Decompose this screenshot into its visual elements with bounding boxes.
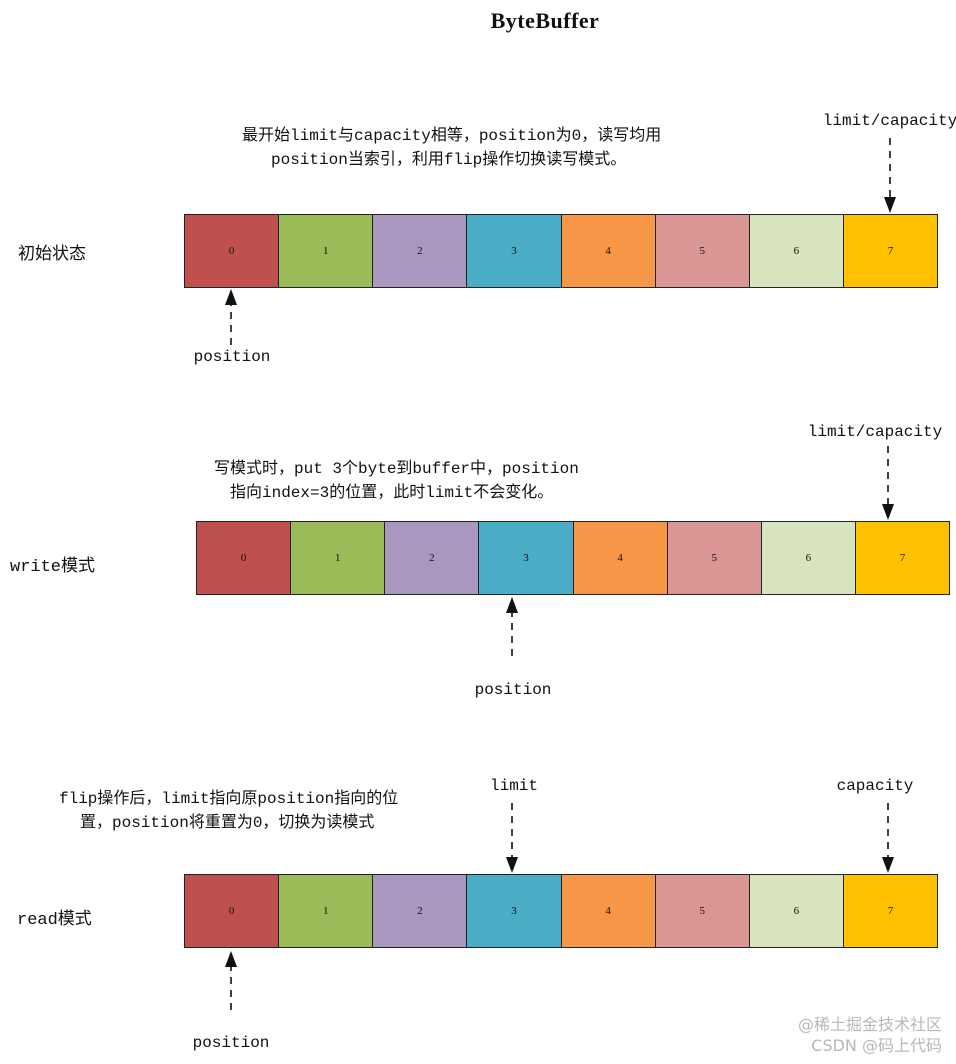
buffer-cell-7: 7 — [843, 215, 937, 287]
caption-line: 置，position将重置为0，切换为读模式 — [80, 814, 375, 832]
row3-caption: flip操作后，limit指向原position指向的位 置，position将… — [59, 787, 398, 835]
watermark-line: @稀土掘金技术社区 — [797, 1015, 942, 1034]
buffer-cell-7: 7 — [843, 875, 937, 947]
buffer-cell-6: 6 — [761, 522, 856, 594]
capacity-pointer-label: capacity — [836, 777, 914, 795]
row2-caption: 写模式时，put 3个byte到buffer中，position 指向index… — [214, 457, 579, 505]
arrow-head-down — [882, 857, 894, 873]
caption-line: 指向index=3的位置，此时limit不会变化。 — [230, 484, 554, 502]
buffer-cell-2: 2 — [373, 215, 468, 287]
buffer-cell-3: 3 — [467, 875, 562, 947]
buffer-cell-5: 5 — [655, 215, 750, 287]
row1-caption: 最开始limit与capacity相等，position为0，读写均用 posi… — [242, 124, 661, 172]
buffer-cell-1: 1 — [279, 875, 374, 947]
buffer-cell-2: 2 — [373, 875, 468, 947]
buffer-cell-6: 6 — [749, 215, 844, 287]
arrow-head-down — [506, 857, 518, 873]
position-pointer-label: position — [474, 681, 552, 699]
buffer-cell-5: 5 — [655, 875, 750, 947]
buffer-cell-7: 7 — [855, 522, 949, 594]
position-pointer-label: position — [192, 1034, 270, 1052]
caption-line: 最开始limit与capacity相等，position为0，读写均用 — [242, 127, 662, 145]
buffer-cell-4: 4 — [573, 522, 668, 594]
row3-label: read模式 — [17, 911, 92, 930]
buffer-cell-1: 1 — [291, 522, 386, 594]
caption-line: position当索引，利用flip操作切换读写模式。 — [271, 151, 627, 169]
buffer-cell-4: 4 — [561, 875, 656, 947]
arrow-head-up — [225, 289, 237, 305]
buffer-cell-3: 3 — [479, 522, 574, 594]
buffer-cell-0: 0 — [185, 215, 280, 287]
limit-pointer-label: limit — [489, 777, 539, 795]
arrow-head-up — [225, 951, 237, 967]
caption-line: flip操作后，limit指向原position指向的位 — [59, 790, 399, 808]
position-pointer-label: position — [193, 348, 271, 366]
diagram-title: ByteBuffer — [490, 8, 600, 33]
arrow-head-up — [506, 597, 518, 613]
caption-line: 写模式时，put 3个byte到buffer中，position — [214, 460, 579, 478]
buffer-cell-5: 5 — [667, 522, 762, 594]
arrow-head-down — [882, 504, 894, 520]
buffer-cell-3: 3 — [467, 215, 562, 287]
buffer-cell-2: 2 — [385, 522, 480, 594]
arrow-head-down — [884, 197, 896, 213]
row2-label: write模式 — [10, 558, 96, 577]
watermark: @稀土掘金技术社区 CSDN @码上代码 — [798, 1014, 942, 1056]
buffer-cell-0: 0 — [197, 522, 292, 594]
buffer-cell-4: 4 — [561, 215, 656, 287]
limit-capacity-pointer-label: limit/capacity — [822, 112, 956, 130]
buffer-cell-1: 1 — [279, 215, 374, 287]
buffer-cell-0: 0 — [185, 875, 280, 947]
buffer-cell-6: 6 — [749, 875, 844, 947]
row1-label: 初始状态 — [18, 246, 86, 265]
watermark-line: CSDN @码上代码 — [811, 1036, 942, 1055]
limit-capacity-pointer-label: limit/capacity — [807, 423, 943, 441]
